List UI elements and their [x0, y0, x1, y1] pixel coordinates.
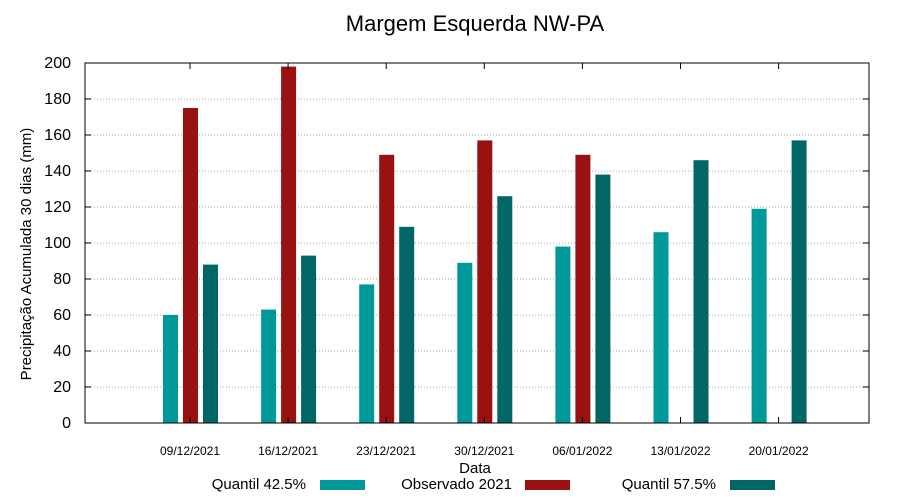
legend-label: Quantil 57.5% [622, 476, 716, 493]
bar [751, 208, 767, 423]
bar [203, 264, 218, 423]
x-axis-ticks: 09/12/2021 16/12/2021 23/12/2021 30/12/2021… [160, 63, 809, 458]
x-tick-label: 30/12/2021 [454, 444, 514, 458]
chart-title: Margem Esquerda NW-PA [346, 11, 605, 36]
legend-swatch [525, 480, 570, 490]
legend-swatch [320, 480, 365, 490]
bar [301, 255, 317, 423]
bar [457, 262, 473, 423]
y-tick-label: 120 [44, 199, 71, 216]
legend-label: Quantil 42.5% [212, 476, 306, 493]
bar [183, 108, 198, 423]
bar [575, 154, 591, 424]
x-tick-label: 23/12/2021 [356, 444, 416, 458]
y-tick-label: 80 [53, 271, 71, 288]
bar [791, 140, 807, 423]
bar [163, 315, 178, 423]
bar [653, 232, 669, 423]
y-axis-label: Precipitação Acumulada 30 dias (mm) [18, 128, 35, 381]
bar [477, 140, 493, 423]
bar [693, 160, 709, 423]
x-tick-label: 20/01/2022 [749, 444, 809, 458]
y-tick-label: 100 [44, 235, 71, 252]
bar [379, 154, 395, 424]
bar [555, 246, 571, 423]
legend: Quantil 42.5% Observado 2021 Quantil 57.5% [212, 476, 775, 493]
y-tick-label: 20 [53, 379, 71, 396]
bar [281, 66, 297, 423]
y-tick-label: 160 [44, 127, 71, 144]
bar [261, 309, 277, 423]
bar [595, 174, 611, 423]
y-tick-label: 200 [44, 55, 71, 72]
y-tick-label: 140 [44, 163, 71, 180]
grid-lines [85, 98, 869, 388]
y-tick-label: 60 [53, 307, 71, 324]
x-axis-label: Data [459, 460, 491, 477]
x-tick-label: 13/01/2022 [650, 444, 710, 458]
x-tick-label: 16/12/2021 [258, 444, 318, 458]
x-tick-label: 09/12/2021 [160, 444, 220, 458]
y-tick-label: 180 [44, 91, 71, 108]
y-axis-ticks: 0 20 40 60 80 100 120 140 160 180 200 [44, 55, 869, 432]
legend-label: Observado 2021 [401, 476, 512, 493]
y-tick-label: 0 [62, 415, 71, 432]
bars [163, 66, 807, 424]
x-tick-label: 06/01/2022 [552, 444, 612, 458]
bar [497, 196, 513, 423]
y-tick-label: 40 [53, 343, 71, 360]
legend-swatch [730, 480, 775, 490]
bar [399, 226, 415, 423]
bar [359, 284, 375, 423]
